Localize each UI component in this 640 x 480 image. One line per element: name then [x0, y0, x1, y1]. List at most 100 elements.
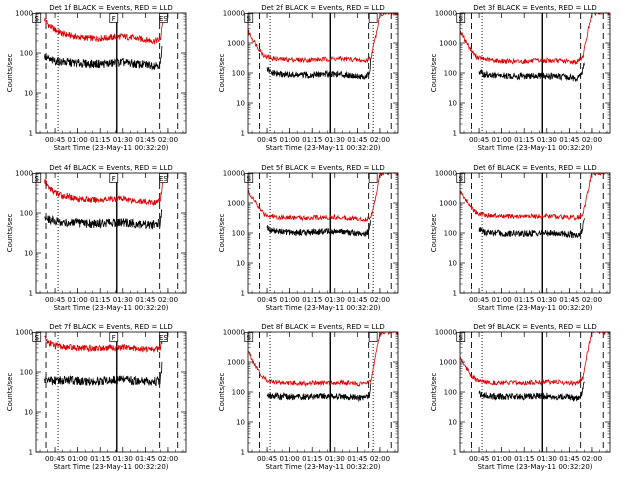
y-tick-label: 1000	[227, 200, 245, 208]
x-tick-label: 00:45	[257, 136, 277, 144]
events-series-line	[478, 381, 585, 402]
y-tick-label: 100	[232, 70, 245, 78]
series-group	[248, 173, 398, 237]
x-tick-label: 01:45	[559, 136, 579, 144]
plot-frame	[35, 12, 187, 134]
state-marker-box	[109, 13, 119, 23]
x-tick-label: 02:00	[582, 136, 602, 144]
events-series-line	[44, 45, 163, 71]
state-marker-box	[456, 173, 466, 183]
chart-title: Det 7f BLACK = Events, RED = LLD	[49, 323, 172, 331]
x-tick-label: 01:30	[113, 296, 133, 304]
lld-series-line	[44, 173, 164, 206]
y-tick-label: 10000	[435, 329, 457, 337]
state-marker-box	[244, 173, 254, 183]
x-axis-label: Start Time (23-May-11 00:32:20)	[53, 304, 168, 312]
y-tick-label: 10000	[435, 10, 457, 18]
y-tick-label: 1	[29, 130, 33, 138]
x-tick-label: 01:15	[90, 296, 110, 304]
lld-series-line	[44, 13, 164, 46]
events-series-line	[478, 218, 585, 239]
x-axis-label: Start Time (23-May-11 00:32:20)	[265, 463, 380, 471]
chart-title: Det 6f BLACK = Events, RED = LLD	[473, 164, 596, 172]
plot-frame	[35, 172, 187, 294]
x-tick-label: 01:15	[90, 455, 110, 463]
state-marker-label: F	[112, 15, 116, 23]
lld-series-line	[460, 173, 610, 221]
x-tick-label: 01:00	[280, 136, 300, 144]
x-tick-label: 01:45	[347, 296, 367, 304]
y-tick-label: 10	[448, 419, 457, 427]
x-tick-label: 01:15	[514, 455, 534, 463]
x-tick-label: 01:30	[325, 136, 345, 144]
x-tick-label: 01:00	[68, 296, 88, 304]
state-marker-label: S	[247, 175, 252, 183]
y-tick-label: 1	[29, 290, 33, 298]
events-series-line	[266, 219, 372, 237]
series-group	[248, 332, 398, 403]
y-tick-label: 100	[444, 230, 457, 238]
y-tick-label: 10000	[223, 329, 245, 337]
y-axis-label: Counts/sec	[6, 54, 14, 93]
x-tick-label: 00:45	[45, 136, 65, 144]
x-tick-label: 01:45	[347, 136, 367, 144]
x-tick-label: 01:30	[113, 136, 133, 144]
x-tick-label: 01:15	[302, 455, 322, 463]
x-tick-label: 01:00	[280, 455, 300, 463]
y-axis-label: Counts/sec	[430, 214, 438, 253]
events-series-line	[44, 361, 163, 387]
state-marker-box	[109, 332, 119, 342]
lld-series-line	[248, 332, 398, 388]
series-group	[460, 13, 610, 83]
y-axis-label: Counts/sec	[218, 373, 226, 412]
state-marker-box	[456, 13, 466, 23]
state-marker-box	[159, 332, 168, 342]
x-tick-label: 00:45	[469, 455, 489, 463]
y-tick-label: 10000	[435, 170, 457, 178]
state-marker-label: S	[459, 15, 464, 23]
y-tick-label: 100	[20, 369, 33, 377]
y-tick-label: 10	[448, 100, 457, 108]
x-tick-label: 02:00	[158, 455, 178, 463]
state-marker-box	[368, 173, 378, 183]
state-marker-label: S	[459, 334, 464, 342]
x-tick-label: 01:45	[559, 296, 579, 304]
series-group	[44, 334, 164, 387]
series-group	[460, 173, 610, 239]
y-axis-label: Counts/sec	[430, 373, 438, 412]
x-tick-label: 01:15	[514, 136, 534, 144]
y-axis-label: Counts/sec	[6, 214, 14, 253]
y-tick-label: 1000	[227, 359, 245, 367]
y-tick-label: 100	[444, 389, 457, 397]
y-tick-label: 1	[453, 449, 457, 457]
y-tick-label: 1000	[227, 40, 245, 48]
series-group	[44, 13, 164, 71]
y-tick-label: 10	[24, 90, 33, 98]
state-marker-box	[456, 332, 466, 342]
chart-title: Det 4f BLACK = Events, RED = LLD	[49, 164, 172, 172]
state-marker-box	[109, 173, 119, 183]
x-tick-label: 01:00	[68, 136, 88, 144]
y-tick-label: 10	[24, 409, 33, 417]
state-marker-label: S	[459, 175, 464, 183]
x-tick-label: 02:00	[582, 455, 602, 463]
y-tick-label: 10	[24, 250, 33, 258]
y-tick-label: 1	[453, 290, 457, 298]
plot-frame	[35, 331, 187, 453]
lld-series-line	[248, 13, 398, 64]
x-tick-label: 01:15	[90, 136, 110, 144]
state-marker-label: S	[247, 15, 252, 23]
state-marker-box	[368, 13, 378, 23]
y-tick-label: 100	[232, 230, 245, 238]
y-tick-label: 1	[241, 290, 245, 298]
x-tick-label: 01:45	[135, 296, 155, 304]
chart-title: Det 1f BLACK = Events, RED = LLD	[49, 4, 172, 12]
state-marker-label: F	[112, 334, 116, 342]
x-tick-label: 01:30	[537, 455, 557, 463]
x-tick-label: 02:00	[370, 136, 390, 144]
state-marker-label: ES	[159, 334, 168, 342]
x-tick-label: 02:00	[158, 296, 178, 304]
